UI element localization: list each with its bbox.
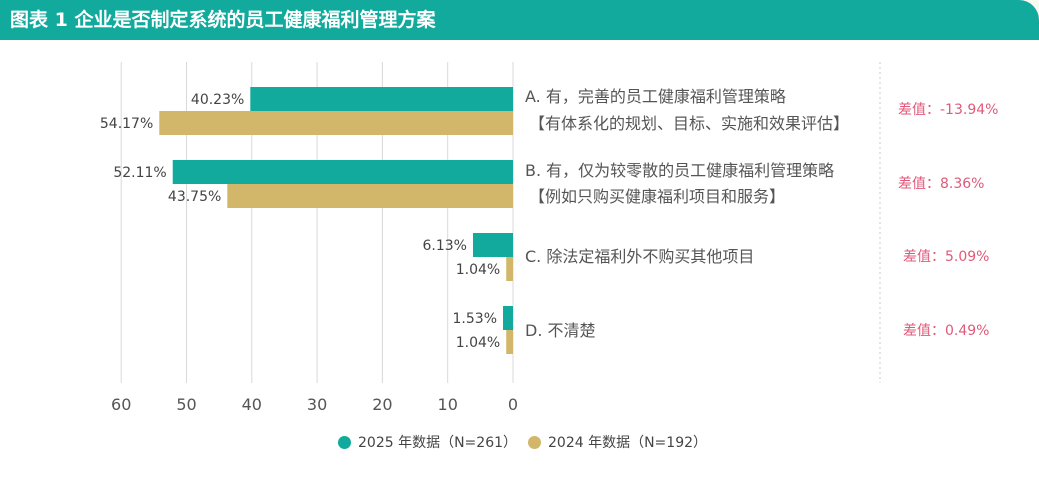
difference-c: 差值：5.09% <box>903 249 990 265</box>
legend: 2025 年数据（N=261） 2024 年数据（N=192） <box>0 432 1039 452</box>
x-tick-label-0: 0 <box>508 395 518 414</box>
legend-swatch-2025 <box>338 435 351 449</box>
x-tick-label-30: 30 <box>307 395 327 414</box>
bar-2024-0 <box>159 111 513 135</box>
legend-label-2024: 2024 年数据（N=192） <box>548 435 708 451</box>
data-label-2024-1: 43.75% <box>168 189 221 205</box>
category-label-c: C. 除法定福利外不购买其他项目 <box>525 247 755 266</box>
x-tick-label-10: 10 <box>438 395 458 414</box>
bar-2025-2 <box>472 233 513 257</box>
data-label-2025-0: 40.23% <box>191 92 244 108</box>
figure-title: 图表 1 企业是否制定系统的员工健康福利管理方案 <box>10 9 436 31</box>
bar-2025-3 <box>503 306 513 330</box>
difference-a: 差值：-13.94% <box>898 102 999 118</box>
x-tick-label-50: 50 <box>176 395 196 414</box>
legend-item-2025: 2025 年数据（N=261） <box>338 432 517 452</box>
legend-item-2024: 2024 年数据（N=192） <box>528 432 707 452</box>
data-label-2025-2: 6.13% <box>422 238 466 254</box>
bar-2024-3 <box>506 330 513 354</box>
category-label-a: A. 有，完善的员工健康福利管理策略 <box>525 87 786 106</box>
data-label-2024-2: 1.04% <box>456 262 500 278</box>
legend-label-2025: 2025 年数据（N=261） <box>358 435 518 451</box>
data-label-2024-3: 1.04% <box>456 335 500 351</box>
category-note-a: 【有体系化的规划、目标、实施和效果评估】 <box>529 114 850 133</box>
x-tick-label-60: 60 <box>111 395 131 414</box>
data-label-2025-1: 52.11% <box>113 165 166 181</box>
bar-2025-0 <box>250 87 513 111</box>
bar-2024-1 <box>227 184 513 208</box>
bar-2025-1 <box>172 160 514 184</box>
difference-b: 差值：8.36% <box>898 176 985 192</box>
data-label-2024-0: 54.17% <box>100 116 153 132</box>
category-label-d: D. 不清楚 <box>525 321 596 340</box>
data-label-2025-3: 1.53% <box>453 311 497 327</box>
bar-2024-2 <box>506 257 513 281</box>
figure-header: 图表 1 企业是否制定系统的员工健康福利管理方案 <box>0 0 1039 40</box>
category-note-b: 【例如只购买健康福利项目和服务】 <box>529 187 786 206</box>
difference-d: 差值：0.49% <box>903 323 990 339</box>
legend-swatch-2024 <box>528 435 541 449</box>
x-tick-label-40: 40 <box>242 395 262 414</box>
category-label-b: B. 有，仅为较零散的员工健康福利管理策略 <box>525 161 835 180</box>
x-tick-label-20: 20 <box>372 395 392 414</box>
